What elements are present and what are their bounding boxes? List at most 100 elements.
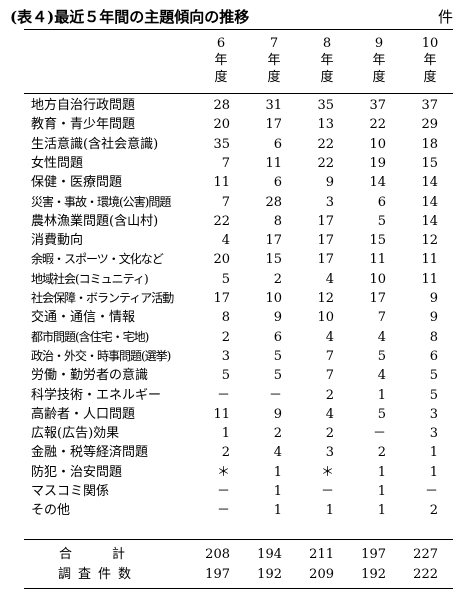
row-cell: 22 <box>317 136 334 152</box>
column-header-nen: 年 <box>320 53 334 68</box>
row-cell: 7 <box>221 194 230 210</box>
unit-label: 件 <box>437 8 453 26</box>
row-cell: 17 <box>317 213 334 229</box>
row-cell: 4 <box>325 271 334 287</box>
survey-count-cell-fy6: 197 <box>205 567 230 582</box>
row-cell: 1 <box>273 503 282 519</box>
row-cell: 3 <box>325 194 334 210</box>
column-header-nen: 年 <box>214 53 228 68</box>
table-row: 教育・青少年問題 20 17 13 22 29 <box>24 115 453 134</box>
column-header-number: 7 <box>269 36 279 51</box>
row-cell: － <box>424 484 438 499</box>
row-cell: 11 <box>421 271 438 287</box>
row-label: 生活意識(含社会意識) <box>31 136 159 152</box>
totals-cell-fy10: 227 <box>413 547 438 562</box>
row-cell: 1 <box>273 484 282 499</box>
table-row: 災害・事故・環境(公害)問題 7 28 3 6 14 <box>24 193 453 212</box>
row-cell: 14 <box>421 194 438 210</box>
row-cell: 17 <box>213 291 230 306</box>
row-cell: 4 <box>325 329 334 345</box>
row-cell: ＊ <box>216 464 230 480</box>
column-header-fy9: 9 年 度 <box>364 35 394 86</box>
table-title: (表４)最近５年間の主題傾向の推移 <box>10 8 250 26</box>
row-label: 高齢者・人口問題 <box>31 406 136 422</box>
column-header-fy8: 8 年 度 <box>312 35 342 86</box>
row-label: 社会保障・ボランティア活動 <box>31 291 174 305</box>
table-row: 広報(広告)効果 1 2 2 － 3 <box>24 424 453 443</box>
row-label: 地方自治行政問題 <box>31 98 136 113</box>
table-row: 地域社会(コミュニティ) 5 2 4 10 11 <box>24 270 453 289</box>
row-cell: 1 <box>325 503 334 519</box>
row-cell: 6 <box>377 194 386 210</box>
row-cell: 15 <box>421 155 438 171</box>
row-cell: 28 <box>213 98 230 113</box>
row-cell: 1 <box>429 445 438 461</box>
row-cell: 5 <box>273 368 282 384</box>
row-cell: 22 <box>213 213 230 229</box>
row-cell: 12 <box>421 233 438 249</box>
row-cell: 2 <box>221 445 230 461</box>
row-cell: 1 <box>221 426 230 442</box>
header-row: 6 年 度 7 年 度 8 年 度 9 年 度 10 年 度 <box>24 30 453 94</box>
row-cell: 2 <box>325 426 334 442</box>
row-cell: 4 <box>325 406 334 422</box>
column-header-number: 9 <box>374 36 384 51</box>
row-cell: 5 <box>221 368 230 384</box>
row-cell: － <box>320 484 334 499</box>
row-cell: 19 <box>369 155 386 171</box>
column-header-nen: 年 <box>267 53 281 68</box>
row-cell: 35 <box>317 98 334 113</box>
row-cell: 1 <box>377 503 386 519</box>
row-cell: 17 <box>265 117 282 133</box>
table-row: 女性問題 7 11 22 19 15 <box>24 154 453 173</box>
row-cell: 8 <box>273 213 282 229</box>
row-cell: 15 <box>369 233 386 249</box>
row-cell: 10 <box>369 271 386 287</box>
column-header-number: 6 <box>216 36 226 51</box>
row-label: 都市問題(含住宅・宅地) <box>31 329 149 344</box>
row-cell: 7 <box>221 155 230 171</box>
table-row: 高齢者・人口問題 11 9 4 5 3 <box>24 405 453 424</box>
row-cell: 17 <box>369 291 386 306</box>
row-cell: 1 <box>377 387 386 403</box>
row-cell: － <box>372 426 386 442</box>
row-cell: 11 <box>213 406 230 422</box>
survey-count-cell-fy9: 192 <box>361 567 386 582</box>
column-header-do: 度 <box>372 70 386 85</box>
row-label: 交通・通信・情報 <box>31 310 136 326</box>
row-cell: 11 <box>369 252 386 268</box>
survey-count-cell-fy7: 192 <box>257 567 282 582</box>
row-cell: 12 <box>317 291 334 306</box>
row-cell: 13 <box>317 117 334 133</box>
row-cell: 37 <box>421 98 438 113</box>
row-cell: 2 <box>429 503 438 519</box>
row-cell: 3 <box>221 348 230 364</box>
row-cell: 1 <box>377 484 386 499</box>
row-cell: 5 <box>377 213 386 229</box>
table-row: 農林漁業問題(含山村) 22 8 17 5 14 <box>24 212 453 231</box>
table-row: 防犯・治安問題 ＊ 1 ＊ 1 1 <box>24 463 453 482</box>
table-row: 金融・税等経済問題 2 4 3 2 1 <box>24 443 453 462</box>
row-cell: 17 <box>317 252 334 268</box>
row-cell: 3 <box>429 426 438 442</box>
row-label: 教育・青少年問題 <box>31 117 136 133</box>
row-cell: 29 <box>421 117 438 133</box>
row-cell: 9 <box>429 310 438 326</box>
row-cell: 10 <box>265 291 282 306</box>
row-label: 地域社会(コミュニティ) <box>31 271 149 286</box>
table-row: マスコミ関係 － 1 － 1 － <box>24 482 453 501</box>
totals-cell-fy8: 211 <box>309 547 334 562</box>
row-cell: 8 <box>429 329 438 345</box>
row-cell: 5 <box>377 348 386 364</box>
trend-table: 6 年 度 7 年 度 8 年 度 9 年 度 10 年 度 地方自治行政問題 2… <box>24 29 453 589</box>
column-header-do: 度 <box>214 70 228 85</box>
row-cell: 37 <box>369 98 386 113</box>
row-label: 災害・事故・環境(公害)問題 <box>31 194 171 209</box>
row-cell: 5 <box>429 387 438 403</box>
row-cell: 14 <box>421 213 438 229</box>
row-label: 余暇・スポーツ・文化など <box>31 252 164 267</box>
row-cell: 1 <box>429 464 438 480</box>
row-cell: － <box>216 503 230 519</box>
totals-row: 合計 208 194 211 197 227 <box>24 545 453 565</box>
row-cell: 20 <box>213 117 230 133</box>
